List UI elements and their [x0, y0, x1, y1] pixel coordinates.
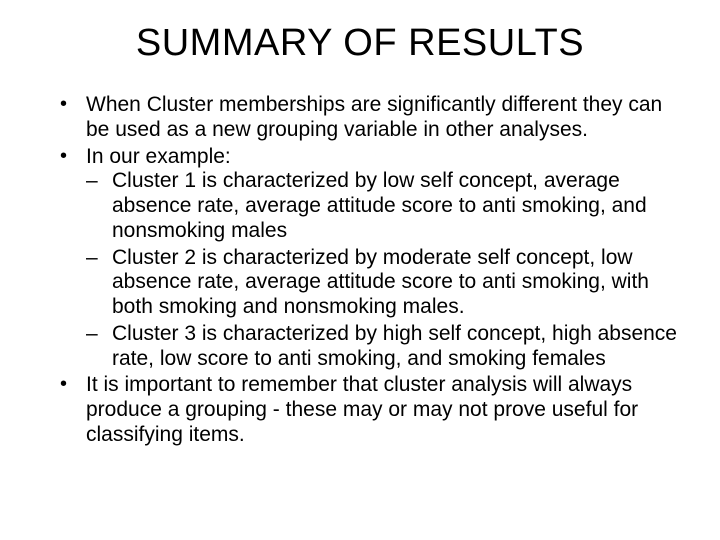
slide-title: SUMMARY OF RESULTS [30, 22, 690, 65]
bullet-item: It is important to remember that cluster… [60, 373, 690, 447]
bullet-text: In our example: [86, 145, 231, 168]
bullet-item: In our example: Cluster 1 is characteriz… [60, 145, 690, 372]
sub-bullet-item: Cluster 3 is characterized by high self … [86, 322, 690, 372]
sub-bullet-text: Cluster 3 is characterized by high self … [112, 322, 677, 370]
sub-bullet-text: Cluster 2 is characterized by moderate s… [112, 246, 649, 319]
sub-bullet-list: Cluster 1 is characterized by low self c… [86, 169, 690, 371]
sub-bullet-item: Cluster 2 is characterized by moderate s… [86, 246, 690, 320]
bullet-text: When Cluster memberships are significant… [86, 93, 662, 141]
sub-bullet-text: Cluster 1 is characterized by low self c… [112, 169, 647, 242]
bullet-item: When Cluster memberships are significant… [60, 93, 690, 143]
bullet-text: It is important to remember that cluster… [86, 373, 638, 446]
bullet-list: When Cluster memberships are significant… [30, 93, 690, 448]
sub-bullet-item: Cluster 1 is characterized by low self c… [86, 169, 690, 243]
